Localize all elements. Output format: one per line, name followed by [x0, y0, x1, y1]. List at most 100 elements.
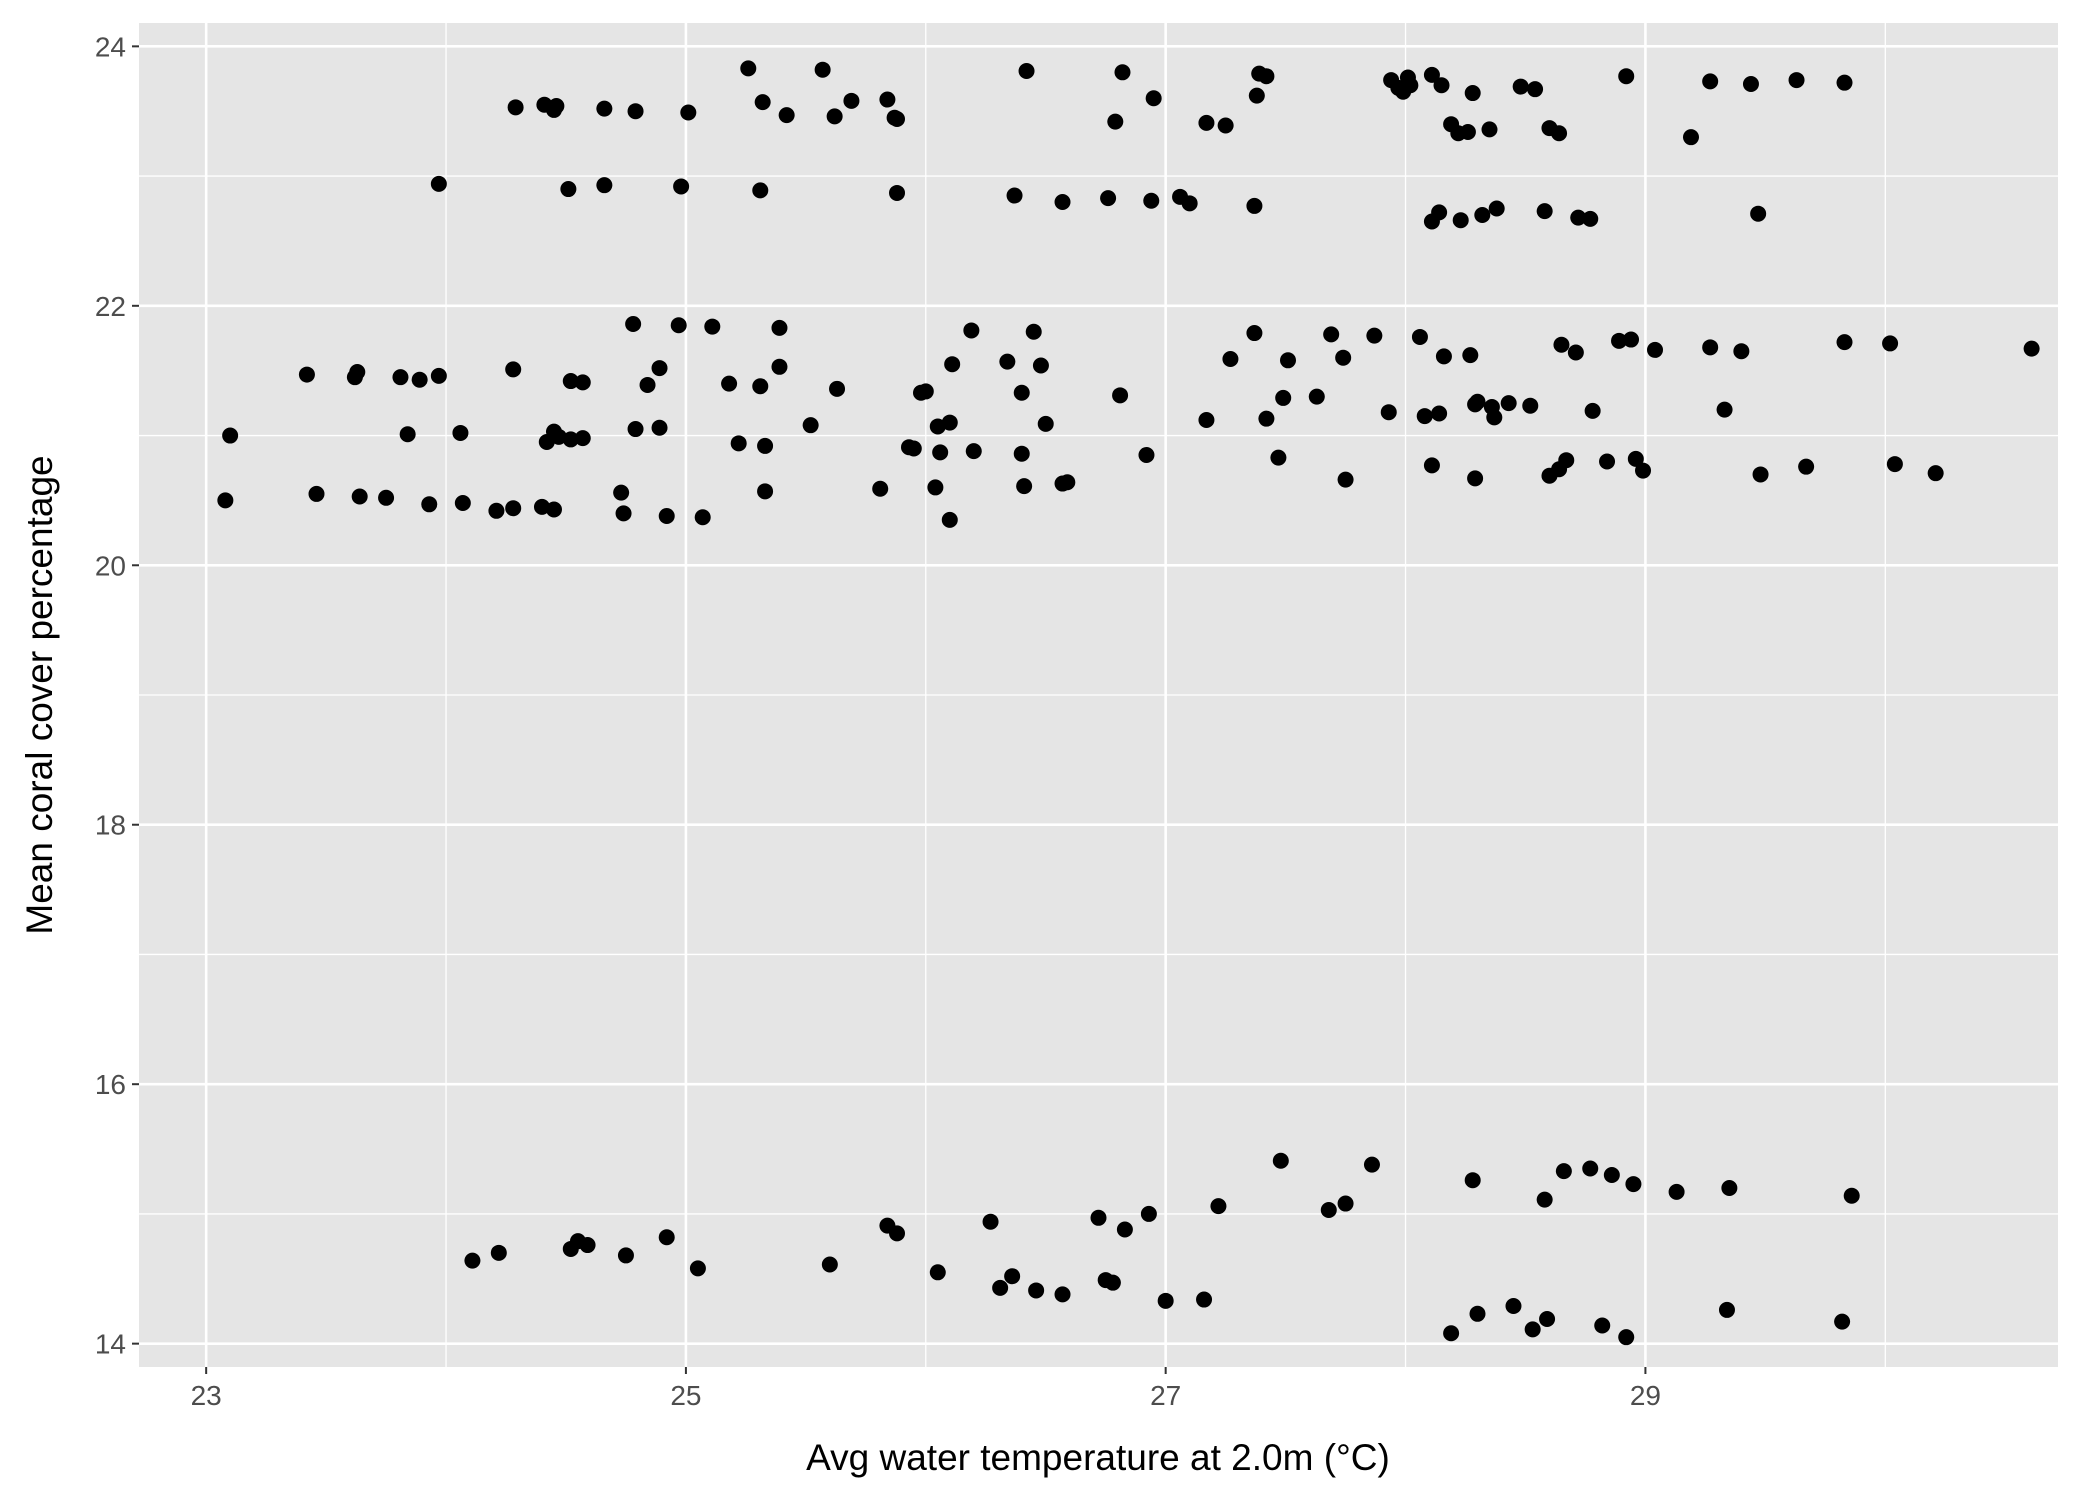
data-point: [1006, 187, 1023, 204]
data-point: [1488, 200, 1505, 217]
x-axis-ticks: 23 25 27 29: [191, 1367, 1661, 1411]
y-tick-label: 16: [95, 1069, 126, 1100]
data-point: [411, 371, 428, 388]
data-point: [771, 358, 788, 375]
data-point: [2023, 340, 2040, 357]
data-point: [1462, 347, 1479, 364]
data-point: [1018, 63, 1035, 79]
data-point: [1280, 352, 1297, 369]
x-axis-title: Avg water temperature at 2.0m (°C): [806, 1437, 1390, 1478]
data-point: [1570, 209, 1587, 226]
data-point: [378, 489, 395, 506]
data-point: [1486, 409, 1503, 426]
data-point: [1335, 349, 1352, 366]
data-point: [1464, 1172, 1481, 1189]
data-point: [1668, 1183, 1685, 1200]
y-tick-label: 18: [95, 810, 126, 841]
data-point: [651, 419, 668, 436]
data-point: [1834, 1313, 1851, 1330]
x-tick-label: 27: [1150, 1380, 1181, 1411]
data-point: [464, 1252, 481, 1269]
data-point: [1594, 1317, 1611, 1334]
data-point: [1054, 194, 1071, 211]
major-gridlines: [139, 23, 2058, 1367]
data-point: [1025, 323, 1042, 340]
data-point: [1054, 1286, 1071, 1303]
y-tick-label: 22: [95, 291, 126, 322]
data-point: [1090, 1209, 1107, 1226]
data-point: [1423, 66, 1440, 83]
data-point: [1721, 1179, 1738, 1196]
data-point: [1112, 387, 1129, 404]
data-point: [1104, 1274, 1121, 1291]
data-point: [613, 484, 630, 501]
data-point: [999, 353, 1016, 370]
data-point: [1635, 462, 1652, 479]
data-point: [1682, 129, 1699, 146]
data-point: [1702, 339, 1719, 356]
data-point: [222, 427, 239, 444]
data-point: [1145, 90, 1162, 107]
data-point: [1037, 415, 1054, 432]
data-points: [217, 60, 2040, 1346]
data-point: [1004, 1268, 1021, 1285]
data-point: [1551, 125, 1568, 142]
data-point: [1882, 335, 1899, 352]
data-point: [1582, 210, 1599, 227]
y-tick-label: 24: [95, 31, 126, 62]
data-point: [872, 480, 889, 497]
data-point: [670, 317, 687, 334]
data-point: [1512, 78, 1529, 95]
data-point: [1431, 405, 1448, 422]
data-point: [562, 431, 579, 448]
data-point: [821, 1256, 838, 1273]
data-point: [1584, 402, 1601, 419]
data-point: [814, 61, 831, 78]
data-point: [889, 1225, 906, 1242]
data-point: [1416, 408, 1433, 425]
data-point: [562, 373, 579, 390]
data-point: [1272, 1152, 1289, 1169]
data-point: [963, 322, 980, 339]
data-point: [829, 380, 846, 397]
data-point: [1016, 478, 1033, 495]
data-point: [889, 184, 906, 201]
data-point: [1140, 1205, 1157, 1222]
data-point: [1505, 1298, 1522, 1315]
data-point: [1843, 1187, 1860, 1204]
data-point: [802, 417, 819, 434]
data-point: [1143, 192, 1160, 209]
data-point: [1443, 1325, 1460, 1342]
data-point: [752, 378, 769, 395]
data-point: [1618, 68, 1635, 85]
data-point: [560, 181, 577, 198]
data-point: [1114, 64, 1131, 81]
data-point: [1927, 465, 1944, 482]
data-point: [941, 414, 958, 431]
data-point: [1522, 397, 1539, 414]
data-point: [658, 507, 675, 524]
data-point: [1618, 1329, 1635, 1346]
data-point: [917, 383, 934, 400]
data-point: [1481, 121, 1498, 138]
data-point: [1059, 474, 1076, 491]
data-point: [430, 367, 447, 384]
data-point: [1270, 449, 1287, 466]
data-point: [1196, 1291, 1213, 1308]
data-point: [879, 91, 896, 108]
data-point: [1836, 334, 1853, 351]
data-point: [1464, 85, 1481, 102]
data-point: [639, 376, 656, 393]
data-point: [1524, 1321, 1541, 1338]
data-point: [615, 505, 632, 522]
data-point: [421, 496, 438, 513]
data-point: [704, 318, 721, 335]
data-point: [778, 107, 795, 124]
data-point: [754, 94, 771, 111]
data-point: [1320, 1202, 1337, 1219]
data-point: [454, 495, 471, 511]
data-point: [1623, 331, 1640, 348]
data-point: [1337, 471, 1354, 488]
data-point: [1337, 1195, 1354, 1212]
